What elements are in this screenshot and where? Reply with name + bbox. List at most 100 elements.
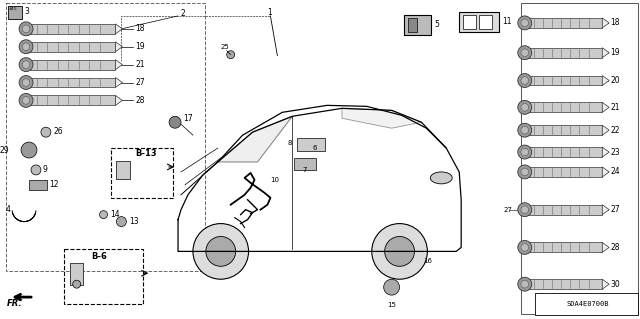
Text: 13: 13 <box>129 217 139 226</box>
Circle shape <box>518 46 532 60</box>
Text: 4: 4 <box>5 205 10 214</box>
Circle shape <box>169 116 181 128</box>
Polygon shape <box>602 102 609 112</box>
Polygon shape <box>602 48 609 58</box>
Polygon shape <box>602 125 609 135</box>
Text: 15: 15 <box>387 302 396 308</box>
Bar <box>6 3 205 271</box>
Polygon shape <box>602 18 609 28</box>
Text: 10: 10 <box>271 177 280 183</box>
Circle shape <box>19 76 33 89</box>
Text: 25: 25 <box>221 44 230 50</box>
Text: 28: 28 <box>135 96 145 105</box>
Text: 21: 21 <box>135 60 145 69</box>
Polygon shape <box>115 42 122 52</box>
Text: 22: 22 <box>610 126 620 135</box>
Circle shape <box>193 224 248 279</box>
Text: 1: 1 <box>268 9 272 18</box>
Ellipse shape <box>430 172 452 184</box>
Bar <box>26 42 115 52</box>
Circle shape <box>521 49 529 56</box>
Polygon shape <box>342 108 421 128</box>
Text: 27: 27 <box>504 207 513 213</box>
Circle shape <box>521 19 529 27</box>
Text: 6: 6 <box>312 145 317 151</box>
Bar <box>525 76 602 85</box>
Circle shape <box>521 104 529 111</box>
Circle shape <box>19 58 33 71</box>
Circle shape <box>21 142 37 158</box>
Text: 18: 18 <box>610 19 620 27</box>
Text: #15: #15 <box>9 7 18 11</box>
Circle shape <box>206 236 236 266</box>
Circle shape <box>518 145 532 159</box>
Circle shape <box>22 61 30 69</box>
Bar <box>26 95 115 105</box>
Bar <box>408 18 417 32</box>
Bar <box>479 15 492 29</box>
Polygon shape <box>218 116 292 162</box>
Bar <box>29 180 47 190</box>
Circle shape <box>518 241 532 254</box>
Circle shape <box>19 93 33 107</box>
Bar <box>404 15 431 35</box>
Text: 26: 26 <box>54 127 63 136</box>
Text: 20: 20 <box>610 76 620 85</box>
Text: 29: 29 <box>0 145 9 155</box>
Circle shape <box>22 79 30 86</box>
Text: SDA4E0700B: SDA4E0700B <box>566 301 609 307</box>
Bar <box>116 161 131 179</box>
Polygon shape <box>115 24 122 34</box>
Bar <box>525 205 602 215</box>
Bar <box>26 60 115 70</box>
Bar <box>534 293 638 315</box>
Text: FR.: FR. <box>7 299 22 308</box>
Text: 19: 19 <box>135 42 145 51</box>
Circle shape <box>521 126 529 134</box>
Bar <box>70 263 83 285</box>
Text: 14: 14 <box>111 210 120 219</box>
Polygon shape <box>602 76 609 85</box>
Bar <box>26 24 115 34</box>
Bar <box>525 48 602 58</box>
Polygon shape <box>115 95 122 105</box>
Bar <box>525 125 602 135</box>
Bar <box>525 167 602 177</box>
Circle shape <box>518 277 532 291</box>
Polygon shape <box>602 147 609 157</box>
Circle shape <box>73 280 81 288</box>
Text: 27: 27 <box>135 78 145 87</box>
Text: B-6: B-6 <box>92 252 108 261</box>
Circle shape <box>19 40 33 54</box>
Text: 12: 12 <box>49 180 58 189</box>
Polygon shape <box>115 60 122 70</box>
Bar <box>525 242 602 252</box>
Text: 23: 23 <box>610 148 620 157</box>
Bar <box>525 279 602 289</box>
Text: 2: 2 <box>180 10 185 19</box>
Bar <box>8 6 22 19</box>
Text: B-13: B-13 <box>135 149 157 158</box>
Circle shape <box>521 77 529 84</box>
Circle shape <box>518 100 532 114</box>
Bar <box>64 249 143 304</box>
Circle shape <box>521 244 529 251</box>
Circle shape <box>521 148 529 156</box>
Circle shape <box>521 280 529 288</box>
Bar <box>525 147 602 157</box>
Circle shape <box>521 168 529 176</box>
Text: 18: 18 <box>135 24 145 33</box>
Text: 7: 7 <box>302 167 307 173</box>
Text: 8: 8 <box>287 140 292 146</box>
Text: 11: 11 <box>502 18 511 26</box>
Circle shape <box>412 256 421 266</box>
Text: 30: 30 <box>610 280 620 289</box>
Text: 19: 19 <box>610 48 620 57</box>
Circle shape <box>518 16 532 30</box>
Text: 21: 21 <box>610 103 620 112</box>
Bar <box>525 18 602 28</box>
Circle shape <box>22 43 30 51</box>
Bar <box>525 102 602 112</box>
Circle shape <box>518 203 532 217</box>
Polygon shape <box>602 205 609 215</box>
